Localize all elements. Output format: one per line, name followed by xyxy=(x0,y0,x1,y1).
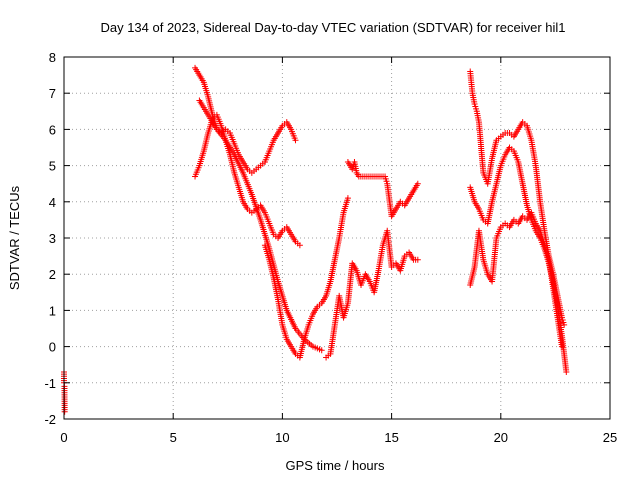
data-point xyxy=(561,321,568,328)
data-point xyxy=(558,343,565,350)
x-axis-label: GPS time / hours xyxy=(286,458,385,473)
series-upper-branch-b xyxy=(192,111,303,249)
data-point xyxy=(292,137,299,144)
data-layer xyxy=(61,64,570,415)
series-late-lower xyxy=(467,209,565,350)
chart-title: Day 134 of 2023, Sidereal Day-to-day VTE… xyxy=(100,20,565,35)
series-middle-cluster xyxy=(323,227,421,361)
y-tick-label: 7 xyxy=(49,86,56,101)
data-point xyxy=(414,256,421,263)
x-tick-label: 10 xyxy=(275,430,289,445)
data-point xyxy=(318,347,325,354)
y-tick-label: 3 xyxy=(49,231,56,246)
y-tick-label: 5 xyxy=(49,159,56,174)
x-tick-label: 20 xyxy=(494,430,508,445)
data-point xyxy=(563,368,570,375)
data-point xyxy=(414,180,421,187)
data-point xyxy=(296,242,303,249)
y-tick-label: 2 xyxy=(49,267,56,282)
y-axis-label: SDTVAR / TECUs xyxy=(7,185,22,290)
y-tick-label: -2 xyxy=(44,412,56,427)
data-point xyxy=(61,408,68,415)
x-tick-label: 25 xyxy=(603,430,617,445)
series-upper-middle xyxy=(344,158,421,220)
x-tick-label: 0 xyxy=(60,430,67,445)
data-point xyxy=(344,195,351,202)
x-tick-label: 5 xyxy=(170,430,177,445)
x-tick-label: 15 xyxy=(384,430,398,445)
y-tick-label: 1 xyxy=(49,303,56,318)
y-tick-label: 0 xyxy=(49,340,56,355)
series-descending-branch xyxy=(196,97,325,354)
axis-ticks: -2 -1 0 1 2 3 4 5 6 7 8 0 5 10 15 20 25 xyxy=(44,50,617,445)
y-tick-label: -1 xyxy=(44,376,56,391)
y-tick-label: 6 xyxy=(49,122,56,137)
series-trough-branch xyxy=(261,195,351,361)
y-tick-label: 4 xyxy=(49,195,56,210)
y-tick-label: 8 xyxy=(49,50,56,65)
